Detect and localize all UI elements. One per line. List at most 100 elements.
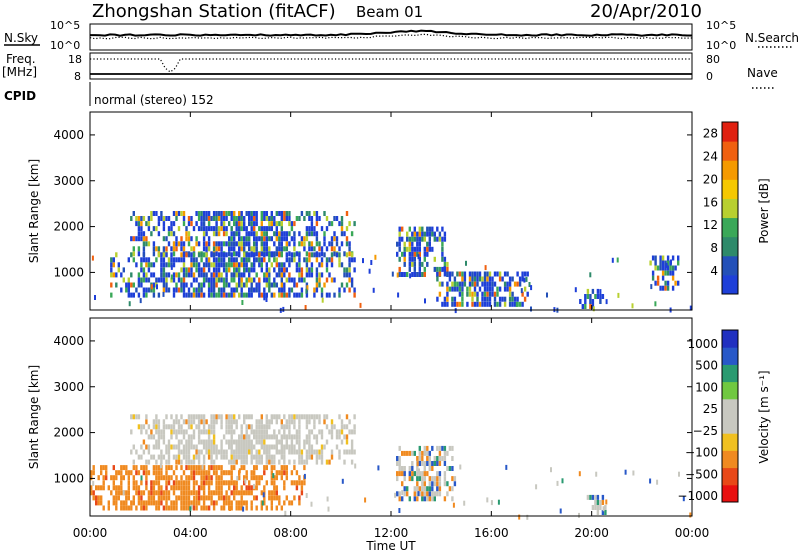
echo-cell	[182, 444, 186, 450]
echo-cell	[228, 211, 231, 216]
echo-cell	[293, 292, 296, 298]
echo-cell	[255, 272, 258, 278]
echo-cell	[255, 449, 258, 455]
echo-cell	[305, 231, 309, 237]
echo-cell	[398, 226, 401, 232]
echo-cell	[235, 424, 238, 430]
echo-cell	[222, 277, 226, 283]
echo-cell	[192, 414, 196, 420]
echo-cell	[207, 449, 211, 455]
echo-cell	[413, 450, 416, 456]
echo-cell	[659, 260, 662, 266]
echo-cell	[228, 480, 231, 486]
echo-cell	[115, 252, 118, 258]
echo-cell	[446, 466, 449, 471]
echo-cell	[207, 495, 211, 501]
echo-cell	[177, 485, 181, 491]
freq-right-tick-top: 80	[706, 53, 720, 66]
echo-cell	[260, 434, 263, 440]
echo-cell	[418, 241, 421, 247]
echo-cell	[320, 459, 324, 465]
echo-cell	[451, 281, 454, 287]
echo-cell	[689, 512, 692, 518]
echo-cell	[438, 271, 442, 277]
echo-cell	[310, 501, 313, 507]
echo-cell	[110, 292, 113, 298]
echo-cell	[248, 490, 251, 496]
echo-cell	[145, 470, 148, 476]
echo-cell	[187, 490, 191, 496]
echo-cell	[353, 424, 356, 430]
echo-cell	[248, 246, 251, 252]
echo-cell	[238, 449, 241, 455]
echo-cell	[268, 434, 271, 440]
echo-cell	[330, 419, 334, 425]
echo-cell	[270, 459, 273, 465]
echo-cell	[135, 505, 138, 511]
echo-cell	[661, 270, 665, 276]
echo-cell	[185, 429, 188, 435]
echo-cell	[421, 491, 424, 497]
echo-cell	[398, 466, 401, 471]
echo-cell	[145, 429, 148, 435]
echo-cell	[150, 284, 153, 290]
echo-cell	[605, 499, 608, 505]
echo-cell	[90, 475, 93, 481]
echo-cell	[165, 480, 168, 486]
echo-cell	[192, 465, 196, 471]
echo-cell	[664, 280, 667, 286]
echo-cell	[132, 251, 135, 257]
echo-cell	[483, 291, 487, 297]
echo-cell	[589, 299, 592, 304]
echo-cell	[140, 424, 143, 430]
velocity-colorbar-tick: −500	[685, 467, 718, 481]
echo-cell	[207, 216, 211, 221]
echo-cell	[428, 491, 431, 497]
echo-cell	[483, 286, 487, 292]
echo-cell	[202, 282, 206, 288]
echo-cell	[278, 414, 281, 420]
echo-cell	[270, 500, 273, 506]
echo-cell	[220, 287, 223, 293]
echo-cell	[659, 255, 662, 261]
echo-cell	[265, 216, 268, 221]
beam-title: Beam 01	[356, 3, 423, 21]
echo-cell	[140, 480, 143, 486]
echo-cell	[441, 241, 444, 247]
echo-cell	[180, 236, 183, 242]
echo-cell	[132, 459, 135, 465]
echo-cell	[303, 439, 306, 445]
echo-cell	[310, 414, 314, 420]
echo-cell	[180, 246, 183, 252]
echo-cell	[152, 211, 156, 216]
echo-cell	[436, 476, 439, 482]
echo-cell	[288, 211, 291, 216]
echo-cell	[152, 454, 156, 460]
echo-cell	[115, 505, 118, 511]
echo-cell	[273, 444, 276, 450]
echo-cell	[167, 490, 171, 496]
echo-cell	[228, 419, 231, 425]
echo-cell	[132, 246, 135, 252]
echo-cell	[245, 470, 248, 476]
echo-cell	[275, 257, 278, 263]
echo-cell	[305, 236, 309, 242]
echo-cell	[167, 439, 171, 445]
echo-cell	[200, 282, 203, 288]
echo-cell	[244, 478, 247, 484]
echo-cell	[428, 496, 431, 502]
echo-cell	[308, 252, 311, 258]
echo-cell	[248, 439, 251, 445]
echo-cell	[461, 271, 464, 277]
echo-cell	[195, 505, 198, 511]
echo-cell	[438, 476, 442, 482]
echo-cell	[443, 301, 447, 307]
echo-cell	[300, 211, 304, 216]
echo-cell	[458, 281, 462, 287]
echo-cell	[288, 221, 291, 227]
echo-cell	[250, 424, 253, 430]
echo-cell	[476, 296, 479, 302]
echo-cell	[448, 445, 452, 451]
echo-cell	[345, 414, 349, 420]
echo-cell	[396, 456, 399, 461]
